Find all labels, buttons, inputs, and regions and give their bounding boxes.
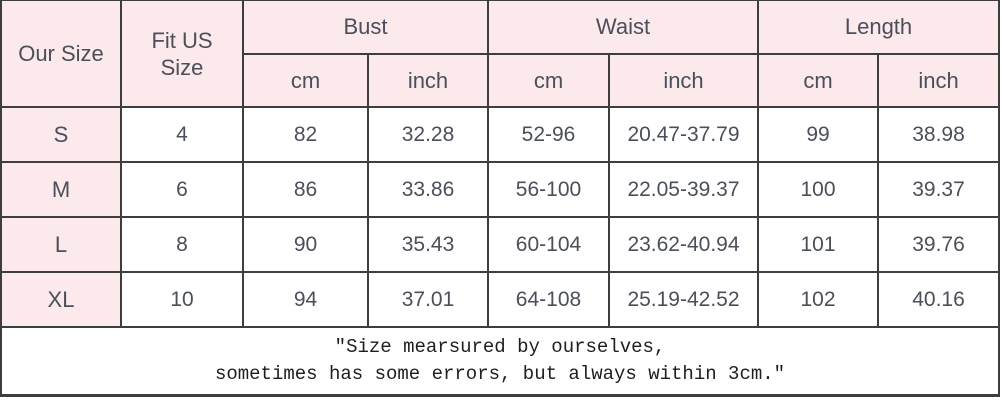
cell-waist-inch: 25.19-42.52 <box>608 271 759 328</box>
header-unit-row: cm inch cm inch cm inch <box>1 53 1001 108</box>
cell-waist-cm: 64-108 <box>487 271 610 328</box>
cell-length-cm: 99 <box>757 106 879 163</box>
cell-us-size: 4 <box>120 106 244 163</box>
table-row-m: M 6 86 33.86 56-100 22.05-39.37 100 39.3… <box>0 161 1001 218</box>
cell-length-inch: 39.37 <box>876 161 1001 218</box>
cell-length-inch: 38.98 <box>876 106 1001 163</box>
cell-bust-cm: 82 <box>242 106 369 163</box>
cell-bust-inch: 33.86 <box>367 161 489 218</box>
size-label: M <box>0 161 122 218</box>
col-header-our-size-label: Our Size <box>18 41 104 66</box>
group-header-bust: Bust <box>242 0 489 55</box>
unit-header-waist-cm: cm <box>487 53 610 108</box>
cell-us-size: 10 <box>120 271 244 328</box>
cell-bust-cm: 90 <box>242 216 369 273</box>
cell-us-size: 8 <box>120 216 244 273</box>
cell-waist-inch: 22.05-39.37 <box>608 161 759 218</box>
table-body: S 4 82 32.28 52-96 20.47-37.79 99 38.98 … <box>0 106 1001 328</box>
table-header: Our Size Fit US Size Bust Waist Length c… <box>0 0 1001 108</box>
unit-header-bust-cm: cm <box>242 53 369 108</box>
cell-bust-inch: 37.01 <box>367 271 489 328</box>
cell-length-inch: 40.16 <box>876 271 1001 328</box>
unit-header-bust-inch: inch <box>367 53 489 108</box>
size-label: XL <box>0 271 122 328</box>
header-group-row: Our Size Fit US Size Bust Waist Length <box>0 0 1001 108</box>
size-label: L <box>0 216 122 273</box>
cell-bust-cm: 86 <box>242 161 369 218</box>
cell-length-cm: 100 <box>757 161 879 218</box>
unit-header-length-cm: cm <box>757 53 879 108</box>
size-label: S <box>0 106 122 163</box>
cell-waist-cm: 56-100 <box>487 161 610 218</box>
cell-waist-cm: 52-96 <box>487 106 610 163</box>
group-header-waist: Waist <box>487 0 759 55</box>
col-header-fit-us-size: Fit US Size <box>120 0 244 108</box>
cell-bust-cm: 94 <box>242 271 369 328</box>
measurement-note-line2: sometimes has some errors, but always wi… <box>214 362 786 385</box>
note-row: ″Size mearsured by ourselves, sometimes … <box>0 326 1001 397</box>
unit-header-waist-inch: inch <box>608 53 759 108</box>
cell-waist-inch: 20.47-37.79 <box>608 106 759 163</box>
cell-length-cm: 101 <box>757 216 879 273</box>
cell-length-cm: 102 <box>757 271 879 328</box>
cell-bust-inch: 35.43 <box>367 216 489 273</box>
cell-length-inch: 39.76 <box>876 216 1001 273</box>
col-header-our-size: Our Size <box>0 0 122 108</box>
cell-waist-inch: 23.62-40.94 <box>608 216 759 273</box>
table-footer: ″Size mearsured by ourselves, sometimes … <box>0 326 1001 397</box>
table-row-l: L 8 90 35.43 60-104 23.62-40.94 101 39.7… <box>0 216 1001 273</box>
table-row-s: S 4 82 32.28 52-96 20.47-37.79 99 38.98 <box>0 106 1001 163</box>
cell-us-size: 6 <box>120 161 244 218</box>
cell-waist-cm: 60-104 <box>487 216 610 273</box>
measurement-note: ″Size mearsured by ourselves, sometimes … <box>0 326 1001 397</box>
unit-header-length-inch: inch <box>876 53 1001 108</box>
measurement-note-line1: ″Size mearsured by ourselves, <box>334 335 666 358</box>
cell-bust-inch: 32.28 <box>367 106 489 163</box>
col-header-fit-us-size-label: Fit US Size <box>151 27 213 80</box>
group-header-length: Length <box>756 0 1001 55</box>
table-row-xl: XL 10 94 37.01 64-108 25.19-42.52 102 40… <box>0 271 1001 328</box>
